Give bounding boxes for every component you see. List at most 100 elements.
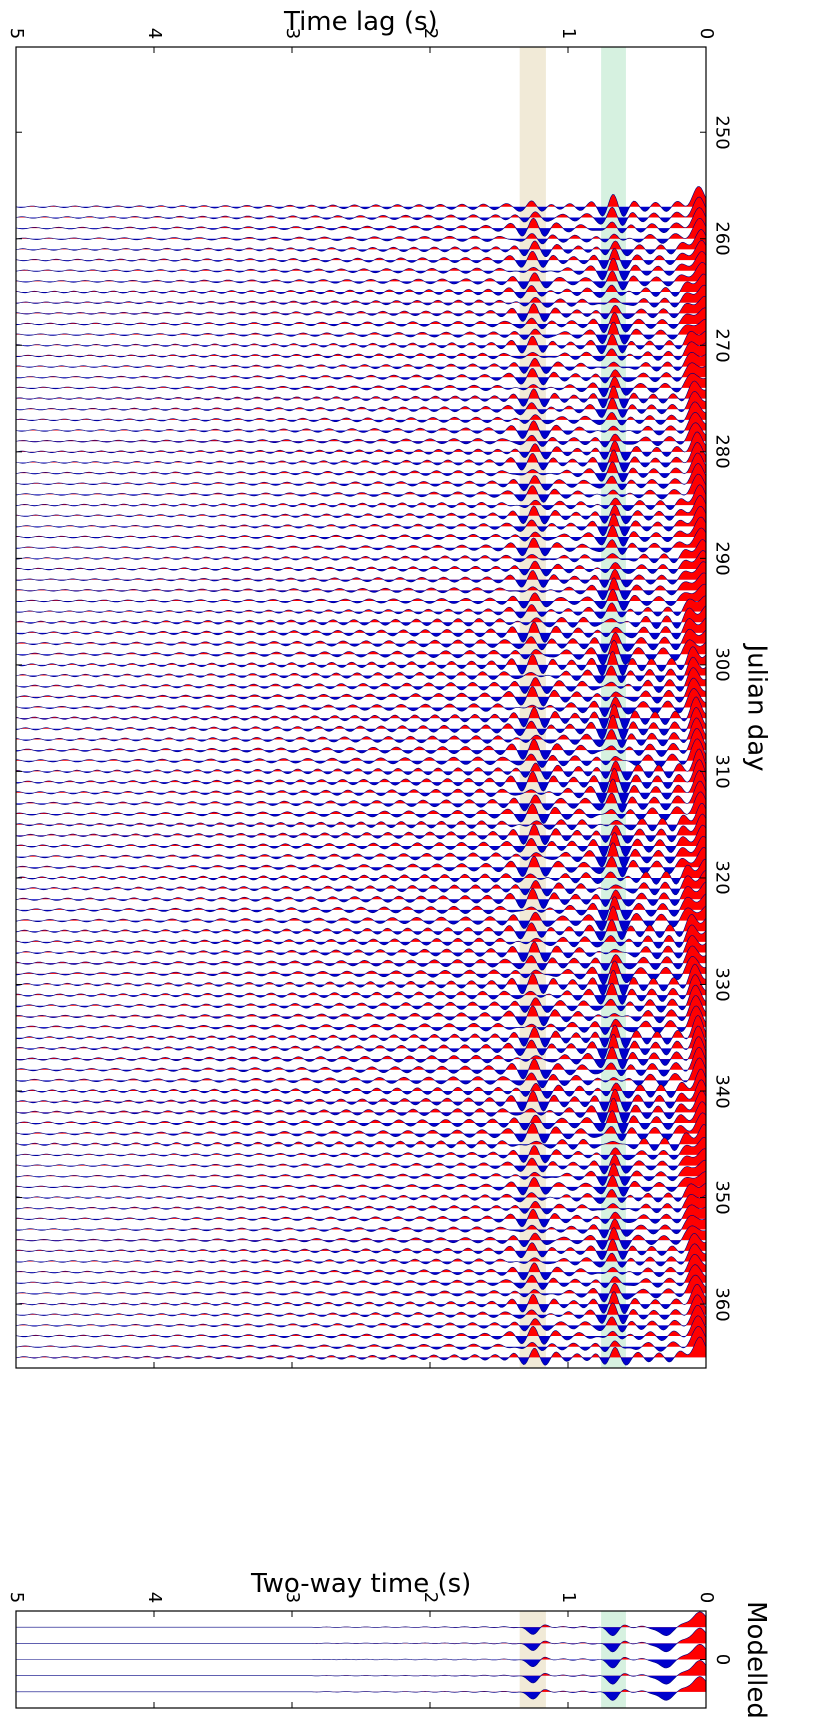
observed-trace [15,505,707,537]
observed-trace-day-275-positive-fill [16,380,706,399]
observed-trace [15,495,707,525]
observed-trace-day-288-line [16,516,707,547]
observed-trace [15,945,707,971]
observed-trace-day-352-positive-fill [16,1204,706,1219]
observed-trace-day-261-negative-fill [16,249,706,257]
observed-trace-day-310-positive-fill [16,748,706,772]
observed-trace-day-346-line [15,1137,707,1164]
observed-trace-day-347-negative-fill [16,1165,706,1175]
observed-trace [15,759,707,794]
observed-trace [15,1036,707,1070]
observed-trace-day-329-positive-fill [16,956,706,974]
observed-trace-day-292-line [15,561,707,588]
observed-trace [15,1171,707,1197]
observed-day-tick-label: 290 [711,541,733,576]
observed-trace-day-321-negative-fill [16,888,706,896]
observed-trace [15,1304,707,1333]
observed-trace-day-318-positive-fill [16,836,706,857]
observed-traces [15,186,707,1366]
observed-trace [15,261,707,291]
observed-trace [15,769,707,805]
observed-trace-day-314-negative-fill [16,814,706,824]
observed-trace-day-318-line [15,835,707,869]
observed-trace [15,1005,707,1035]
observed-trace-day-346-positive-fill [16,1137,706,1155]
observed-time-tick-label: 5 [5,27,27,39]
observed-trace [15,431,707,461]
observed-trace-day-316-line [15,813,707,846]
modelled-time-tick-label: 5 [5,1591,27,1603]
observed-trace-day-259-negative-fill [16,228,706,237]
observed-trace-day-270-negative-fill [16,345,706,354]
observed-trace [16,963,707,997]
observed-panel-frame [15,46,707,1369]
observed-trace-day-269-negative-fill [16,334,706,345]
observed-trace-day-317-positive-fill [16,825,706,846]
observed-trace-day-307-line [15,717,707,748]
modelled-trace [16,1676,707,1701]
observed-trace-day-286-positive-fill [16,495,706,516]
observed-trace-day-274-line [15,372,707,398]
observed-trace-day-284-positive-fill [16,474,706,495]
observed-trace-day-363-negative-fill [16,1336,706,1345]
observed-day-tick-label: 310 [711,754,733,789]
modelled-time-tick-label: 4 [143,1591,165,1603]
observed-trace [15,706,707,740]
observed-trace-day-283-positive-fill [16,463,706,484]
observed-trace-day-331-line [16,974,707,1005]
observed-trace-day-308-negative-fill [16,750,706,760]
observed-trace-day-323-line [15,893,707,922]
observed-trace-day-340-line [15,1068,707,1099]
observed-trace-day-280-line [15,431,707,461]
observed-trace-day-302-negative-fill [16,686,706,694]
observed-trace-day-323-negative-fill [16,909,706,921]
observed-trace-day-364-line [15,1326,707,1352]
observed-trace-day-344-line [15,1112,707,1144]
observed-trace [15,728,707,760]
observed-trace-day-263-negative-fill [16,270,706,281]
observed-trace-day-360-line [15,1283,707,1315]
observed-trace-day-265-positive-fill [16,274,706,293]
observed-trace [16,516,707,547]
observed-trace-day-272-positive-fill [16,352,706,367]
observed-trace-day-354-line [15,1225,707,1250]
observed-trace-day-321-line [15,870,707,897]
observed-trace-day-278-positive-fill [16,412,706,431]
modelled-time-tick-label: 1 [557,1591,579,1603]
observed-trace-day-316-positive-fill [16,814,706,836]
observed-trace-day-358-line [15,1264,707,1290]
observed-trace [15,1243,707,1268]
observed-trace [15,595,707,619]
observed-trace-day-261-line [15,229,707,257]
observed-trace-day-333-positive-fill [16,995,706,1017]
observed-trace-day-363-positive-fill [16,1315,706,1337]
observed-trace-day-309-negative-fill [16,760,706,768]
observed-trace-day-282-negative-fill [16,473,706,482]
observed-day-tick-label: 280 [711,434,733,469]
observed-trace [15,955,707,985]
observed-trace-day-271-line [15,341,707,362]
modelled-trace-3-negative-fill [16,1675,706,1685]
observed-trace [15,362,707,386]
observed-trace [15,847,707,878]
observed-trace-day-284-line [15,473,707,503]
observed-trace-day-359-line [15,1274,707,1303]
observed-trace-day-336-positive-fill [16,1026,706,1049]
observed-trace-day-275-line [15,380,707,409]
observed-trace-day-332-positive-fill [16,985,706,1006]
observed-trace-day-299-line [15,639,707,666]
observed-trace [16,318,707,345]
observed-trace [15,251,707,281]
observed-trace [15,463,707,492]
observed-trace-day-258-line [15,196,707,226]
observed-trace [15,550,707,577]
observed-trace-day-348-negative-fill [16,1176,706,1186]
observed-trace-day-334-negative-fill [16,1027,706,1035]
observed-trace [16,539,707,564]
observed-trace-day-330-positive-fill [16,964,706,985]
observed-trace [15,207,707,237]
observed-trace-day-357-line [15,1253,707,1281]
observed-trace-day-304-line [15,688,707,718]
observed-trace [15,1015,707,1049]
